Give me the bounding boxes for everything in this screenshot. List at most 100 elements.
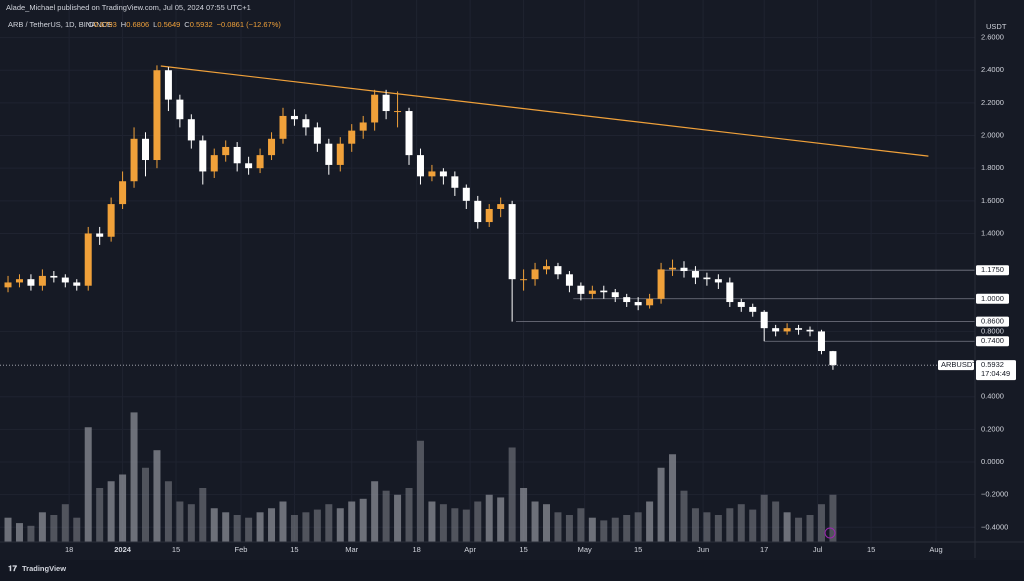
- x-tick-label: 17: [760, 545, 768, 554]
- x-tick-label: Jun: [697, 545, 709, 554]
- candle-body: [382, 94, 390, 112]
- volume-bar: [462, 509, 470, 542]
- candle-body: [394, 111, 402, 113]
- level-label-box: [976, 336, 1009, 347]
- candle-body: [222, 146, 230, 156]
- volume-bar: [348, 501, 356, 542]
- candle-body: [359, 122, 367, 131]
- y-tick-label: 2.0000: [981, 131, 1004, 140]
- candle-body: [268, 138, 276, 156]
- volume-bar: [245, 517, 253, 542]
- publisher: Alade_Michael published on TradingView.c…: [6, 3, 251, 12]
- candle-body: [38, 275, 46, 286]
- candle-body: [588, 290, 596, 294]
- volume-bar: [142, 467, 150, 542]
- ticker-tag-box: [938, 360, 974, 371]
- volume-bar: [703, 512, 711, 542]
- candle-body: [290, 115, 298, 120]
- x-tick-label: 18: [65, 545, 73, 554]
- volume-bar: [222, 512, 230, 542]
- volume-bar: [623, 515, 631, 542]
- volume-bar: [817, 504, 825, 542]
- ohlc-value: 0.5649: [157, 20, 180, 29]
- candle-body: [15, 279, 23, 283]
- candle-body: [61, 277, 69, 283]
- ohlc-value: 0.6806: [126, 20, 149, 29]
- volume-bar: [233, 515, 241, 542]
- x-tick-label: Feb: [235, 545, 248, 554]
- candle-body: [462, 187, 470, 201]
- plot-layer: [0, 65, 975, 370]
- y-tick-label: −0.2000: [981, 490, 1008, 499]
- volume-bar: [680, 490, 688, 542]
- candle-body: [714, 279, 722, 283]
- ticker-tag: ARBUSDT: [941, 360, 977, 369]
- candle-body: [531, 269, 539, 280]
- candle-body: [313, 127, 321, 144]
- volume-bar: [290, 515, 298, 542]
- y-tick-label: 0.8000: [981, 326, 1004, 335]
- candle-body: [4, 282, 12, 288]
- candle-body: [554, 266, 562, 275]
- volume-bar: [38, 512, 46, 542]
- candle-body: [187, 119, 195, 141]
- candle-body: [623, 297, 631, 303]
- candle-body: [336, 143, 344, 165]
- volume-bar: [783, 512, 791, 542]
- volume-bar: [749, 509, 757, 542]
- volume-bar: [600, 520, 608, 542]
- x-tick-label: 18: [412, 545, 420, 554]
- x-tick-label: Jul: [813, 545, 823, 554]
- candle-body: [611, 292, 619, 298]
- candle-body: [749, 306, 757, 312]
- volume-bar: [508, 447, 516, 542]
- candle-body: [325, 143, 333, 165]
- volume-bar: [416, 440, 424, 542]
- volume-bar: [439, 504, 447, 542]
- volume-layer: [4, 412, 837, 542]
- volume-bar: [611, 517, 619, 542]
- candle-body: [164, 70, 172, 100]
- alert-icon[interactable]: [824, 527, 836, 539]
- volume-bar: [187, 504, 195, 542]
- volume-bar: [634, 512, 642, 542]
- volume-bar: [325, 504, 333, 542]
- currency: USDT: [986, 22, 1007, 31]
- level-label: 0.7400: [981, 336, 1004, 345]
- volume-bar: [4, 517, 12, 542]
- candle-body: [829, 351, 837, 366]
- ohlc-label: C: [184, 20, 190, 29]
- x-tick-label: 15: [867, 545, 875, 554]
- candle-body: [737, 302, 745, 307]
- ohlc-value: 0.5932: [190, 20, 213, 29]
- candle-body: [508, 204, 516, 280]
- ohlc-label: O: [88, 20, 94, 29]
- volume-bar: [130, 412, 138, 542]
- candle-body: [577, 285, 585, 294]
- price-tag: 0.5932: [981, 360, 1004, 369]
- volume-bar: [313, 509, 321, 542]
- candle-body: [210, 155, 218, 172]
- volume-bar: [164, 481, 172, 542]
- x-tick-label: 15: [519, 545, 527, 554]
- volume-bar: [760, 494, 768, 542]
- x-tick-label: Mar: [345, 545, 358, 554]
- volume-bar: [451, 508, 459, 542]
- volume-bar: [107, 481, 115, 542]
- candle-body: [405, 111, 413, 156]
- candle-body: [600, 290, 608, 293]
- volume-bar: [806, 515, 814, 542]
- volume-bar: [646, 501, 654, 542]
- candle-body: [119, 181, 127, 205]
- x-tick-label: 2024: [114, 545, 132, 554]
- volume-bar: [268, 508, 276, 542]
- candle-body: [772, 328, 780, 332]
- candle-body: [130, 138, 138, 182]
- volume-bar: [371, 481, 379, 542]
- candle-body: [142, 138, 150, 161]
- candle-body: [27, 279, 35, 286]
- candle-body: [497, 204, 505, 209]
- volume-bar: [795, 517, 803, 542]
